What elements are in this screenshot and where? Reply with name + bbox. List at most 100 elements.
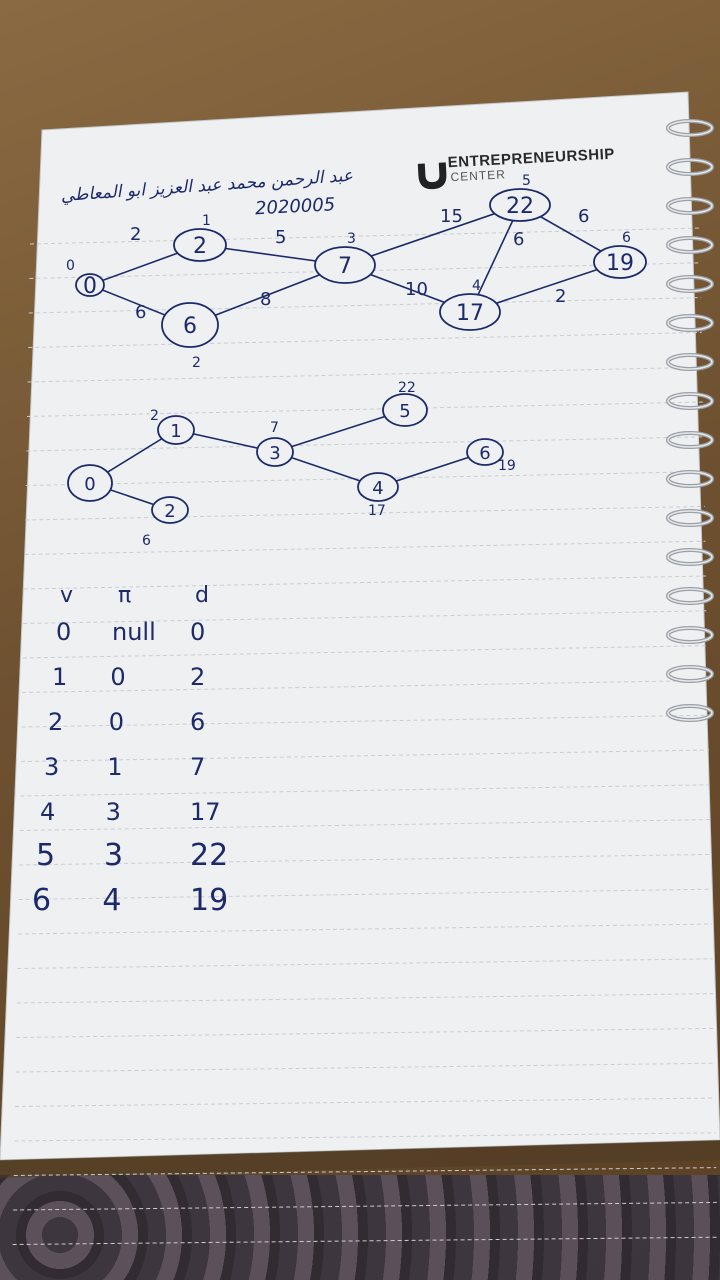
graph-top-node-distance: 6: [622, 230, 631, 246]
table-cell: 0: [109, 708, 124, 736]
ruled-line: [28, 297, 702, 314]
graph-top-edge-weight: 6: [135, 302, 146, 323]
table-cell: 4: [102, 883, 121, 918]
table-header-cell: v: [60, 583, 73, 608]
table-row: 5 3 22: [36, 838, 228, 873]
graph-bottom-node-label: 4: [372, 478, 383, 499]
ruled-line: [22, 679, 708, 693]
spiral-ring: [666, 197, 714, 215]
graph-top-node-label: 0: [83, 274, 97, 299]
ruled-line: [26, 401, 704, 417]
graph-bottom-node-label: 2: [164, 501, 175, 522]
graph-top-edge-weight: 5: [275, 227, 286, 248]
graph-top-node-label: 22: [506, 194, 534, 219]
ruled-line: [14, 1097, 716, 1107]
spiral-ring: [666, 158, 714, 176]
graph-bottom-node: 26: [142, 496, 189, 549]
graph-bottom-node-label: 3: [269, 443, 280, 464]
table-cell: 0: [110, 663, 125, 691]
graph-bottom-node: 0: [67, 464, 113, 502]
table-cell: 6: [32, 883, 51, 918]
ruled-line: [17, 923, 713, 935]
table-cell: 6: [190, 708, 205, 736]
spiral-ring: [666, 314, 714, 332]
graph-bottom-edge: [274, 409, 406, 453]
ruled-line: [27, 366, 703, 383]
table-cell: 2: [48, 708, 63, 736]
table-cell: 0: [56, 618, 71, 646]
graph-top-edge-weight: 2: [555, 286, 566, 307]
graph-bottom-node-label: 1: [170, 421, 181, 442]
spiral-ring: [666, 548, 714, 566]
table-cell: 7: [190, 753, 205, 781]
graph-top-node-label: 6: [183, 314, 197, 339]
ruled-line: [16, 1027, 714, 1038]
graph-top-node-distance: 3: [347, 231, 356, 247]
graph-top-node: 62: [161, 302, 219, 371]
graph-top-edge-weight: 8: [260, 289, 271, 310]
graph-bottom-node-note: 2: [150, 408, 159, 424]
table-cell: 17: [190, 798, 221, 826]
graph-top-node: 174: [439, 278, 501, 331]
graph-bottom-node-note: 6: [142, 533, 151, 549]
ruled-line: [22, 645, 708, 659]
table-cell: null: [112, 618, 156, 646]
table-cell: 3: [44, 753, 59, 781]
spiral-ring: [666, 392, 714, 410]
student-id: 2020005: [255, 194, 336, 219]
spiral-ring: [666, 587, 714, 605]
result-table: v π d0 null 01 0 22 0 63 1 74 3 175 3 226 4 19: [32, 583, 228, 918]
table-cell: 1: [52, 663, 67, 691]
ruled-line: [25, 505, 705, 521]
graph-top-node: 225: [489, 173, 551, 222]
graph-bottom-node-note: 22: [398, 380, 416, 396]
spiral-ring: [666, 275, 714, 293]
graph-top-node: 73: [314, 231, 376, 284]
graph-bottom-node-label: 5: [399, 401, 410, 422]
graph-top-node-label: 2: [193, 234, 207, 259]
table-cell: 22: [190, 838, 228, 873]
ruled-lines: [12, 227, 718, 1245]
graph-top-node-distance: 0: [66, 258, 75, 274]
graph-top-node-distance: 5: [522, 173, 531, 189]
ruled-line: [15, 1062, 715, 1073]
graph-top-node-label: 19: [606, 251, 634, 276]
table-cell: 3: [106, 798, 121, 826]
spiral-ring: [666, 665, 714, 683]
table-row: 3 1 7: [44, 753, 205, 781]
graph-top-edge-weight: 6: [513, 229, 524, 250]
graph-bottom-node-note: 17: [368, 503, 386, 519]
spiral-ring: [666, 236, 714, 254]
ruled-line: [20, 749, 710, 762]
graph-top-node: 196: [593, 230, 647, 279]
spiral-binding: [666, 119, 714, 722]
table-cell: 0: [190, 618, 205, 646]
ruled-line: [20, 784, 710, 797]
graph-bottom-node-label: 6: [479, 443, 490, 464]
table-cell: 5: [36, 838, 55, 873]
graph-top-edge-weight: 6: [578, 206, 589, 227]
table-row: 2 0 6: [48, 708, 205, 736]
brand-logo-icon: [417, 162, 447, 190]
graph-top-node-distance: 4: [472, 278, 481, 294]
graph-bottom-node-note: 7: [270, 420, 279, 436]
graph-bottom-node-note: 19: [498, 458, 516, 474]
spiral-ring: [666, 626, 714, 644]
graph-top-node: 00: [66, 258, 105, 299]
graph-top-edge-weight: 2: [130, 224, 141, 245]
ruled-line: [17, 958, 713, 969]
spiral-ring: [666, 119, 714, 137]
ruled-line: [14, 1132, 716, 1142]
graph-top-node: 21: [173, 213, 227, 262]
table-header-cell: π: [118, 583, 131, 608]
table-cell: 2: [190, 663, 205, 691]
table-cell: 3: [104, 838, 123, 873]
ruled-line: [13, 1167, 717, 1176]
graph-bottom-node: 6 19: [466, 438, 516, 474]
graph-bottom-node: 522: [382, 380, 428, 427]
graph-top-edge-weight: 15: [440, 206, 463, 227]
